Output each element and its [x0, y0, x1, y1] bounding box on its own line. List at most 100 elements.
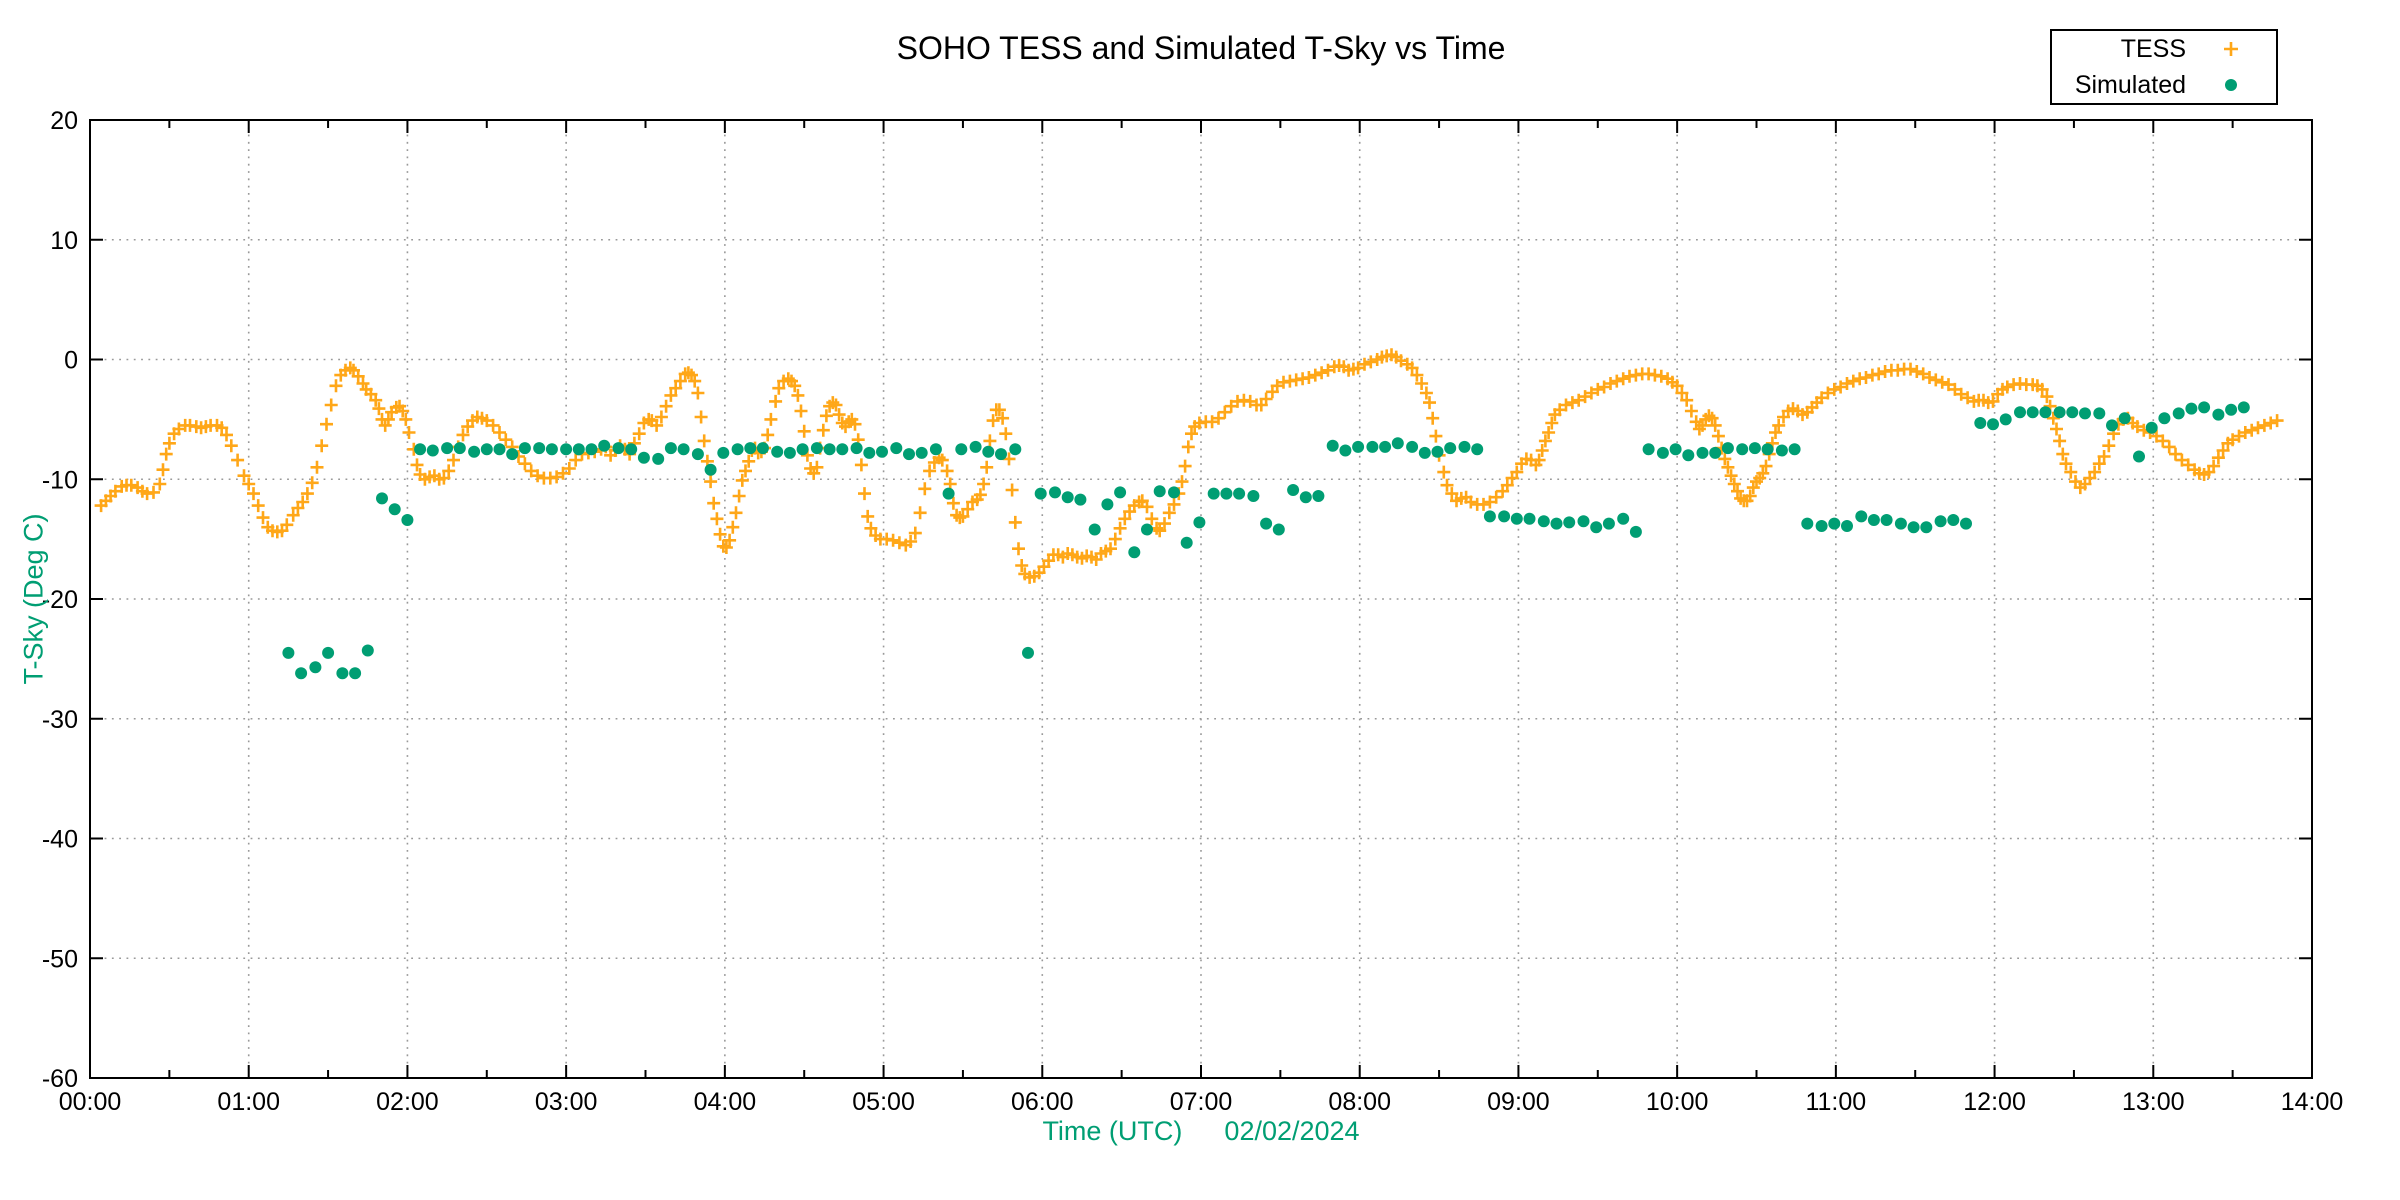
simulated-data-marker — [1947, 514, 1960, 526]
x-tick-label: 07:00 — [1170, 1088, 1233, 1116]
simulated-data-marker — [2172, 407, 2185, 420]
simulated-data-marker — [637, 451, 650, 464]
tess-data-marker — [315, 439, 329, 453]
x-tick-label: 09:00 — [1487, 1088, 1550, 1116]
tess-plus-marker-icon — [2186, 37, 2276, 61]
tess-data-marker — [531, 469, 545, 483]
simulated-data-marker — [585, 443, 598, 456]
simulated-data-marker — [1406, 440, 1419, 453]
simulated-data-marker — [1682, 449, 1695, 462]
simulated-data-marker — [1867, 514, 1880, 526]
tess-data-marker — [372, 402, 386, 416]
tess-data-marker — [1724, 469, 1738, 483]
simulated-data-marker — [1934, 515, 1947, 528]
tess-data-marker — [713, 527, 727, 541]
tess-data-marker — [726, 520, 740, 534]
simulated-data-marker — [1617, 512, 1630, 525]
tess-data-marker — [296, 495, 310, 509]
tess-data-marker — [908, 526, 922, 540]
simulated-data-marker — [1272, 523, 1285, 536]
tess-data-marker — [256, 511, 270, 525]
tess-data-marker — [2169, 447, 2182, 461]
tess-data-marker — [1218, 405, 1232, 419]
tess-data-marker — [832, 408, 846, 422]
tess-data-marker — [788, 379, 802, 393]
simulated-data-marker — [2079, 407, 2091, 420]
tess-data-marker — [1158, 517, 1171, 531]
tess-data-marker — [1772, 418, 1786, 432]
tess-data-marker — [816, 423, 830, 437]
simulated-data-marker — [1894, 517, 1907, 530]
simulated-data-marker — [915, 446, 928, 459]
tess-data-marker — [378, 418, 392, 432]
simulated-data-marker — [572, 443, 585, 456]
tess-data-marker — [2156, 434, 2170, 448]
tess-data-marker — [904, 535, 918, 548]
simulated-data-marker — [1855, 510, 1868, 523]
simulated-data-marker — [1049, 486, 1061, 499]
tess-data-marker — [224, 439, 238, 453]
tess-data-marker — [864, 521, 878, 535]
simulated-data-marker — [1233, 487, 1246, 500]
tess-data-marker — [437, 471, 451, 485]
tess-data-marker — [1308, 368, 1322, 382]
simulated-data-marker — [1761, 443, 1774, 456]
tess-data-marker — [456, 428, 470, 442]
simulated-data-marker — [1458, 440, 1471, 453]
simulated-data-marker — [1577, 515, 1590, 528]
tess-data-marker — [704, 475, 718, 489]
tess-data-marker — [961, 502, 975, 516]
simulated-data-marker — [1260, 517, 1273, 530]
tess-data-marker — [1746, 481, 1760, 495]
simulated-data-marker — [995, 448, 1007, 461]
simulated-data-marker — [1775, 444, 1788, 457]
tess-data-marker — [761, 428, 775, 442]
y-tick-label: 10 — [50, 227, 78, 255]
tess-data-marker — [1670, 379, 1684, 393]
simulated-data-marker — [704, 463, 717, 476]
simulated-data-marker — [783, 446, 796, 459]
tess-data-marker — [1756, 466, 1770, 480]
simulated-data-marker — [361, 644, 374, 657]
tess-data-marker — [710, 512, 724, 526]
tess-data-marker — [764, 412, 778, 426]
legend-row-simulated: Simulated — [2052, 67, 2276, 103]
simulated-data-marker — [1696, 446, 1709, 459]
tess-data-marker — [1005, 483, 1019, 497]
tess-data-marker — [242, 477, 256, 491]
tess-data-marker — [772, 381, 786, 395]
simulated-data-marker — [1602, 517, 1615, 530]
simulated-data-marker — [1629, 525, 1642, 538]
tess-data-marker — [305, 476, 319, 490]
tess-data-marker — [1827, 382, 1841, 396]
tess-data-marker — [977, 477, 991, 491]
tess-data-marker — [156, 463, 170, 477]
tess-data-marker — [1489, 490, 1503, 504]
y-tick-label: -30 — [42, 706, 78, 734]
tess-data-marker — [1910, 365, 1924, 378]
tess-data-marker — [723, 533, 737, 547]
tess-data-marker — [1545, 416, 1559, 430]
simulated-data-marker — [612, 442, 625, 455]
x-axis-label-text: Time (UTC) — [1042, 1116, 1183, 1146]
tess-data-marker — [1680, 393, 1694, 407]
tess-data-marker — [681, 366, 695, 380]
tess-data-marker — [858, 487, 871, 501]
simulated-data-marker — [823, 443, 836, 456]
simulated-data-marker — [1642, 443, 1655, 456]
x-tick-label: 01:00 — [217, 1088, 280, 1116]
tess-data-marker — [2257, 418, 2271, 432]
tess-data-marker — [742, 454, 756, 468]
simulated-data-marker — [1907, 521, 1920, 534]
tess-data-marker — [396, 404, 410, 418]
simulated-data-marker — [1748, 442, 1761, 455]
tess-data-marker — [1731, 484, 1744, 498]
tess-data-marker — [1410, 368, 1424, 382]
tess-data-marker — [2000, 380, 2014, 394]
tess-data-marker — [381, 412, 395, 426]
simulated-data-marker — [744, 442, 757, 455]
tess-data-marker — [1986, 394, 2000, 408]
y-tick-label: -50 — [42, 945, 78, 973]
simulated-data-marker — [691, 448, 704, 461]
